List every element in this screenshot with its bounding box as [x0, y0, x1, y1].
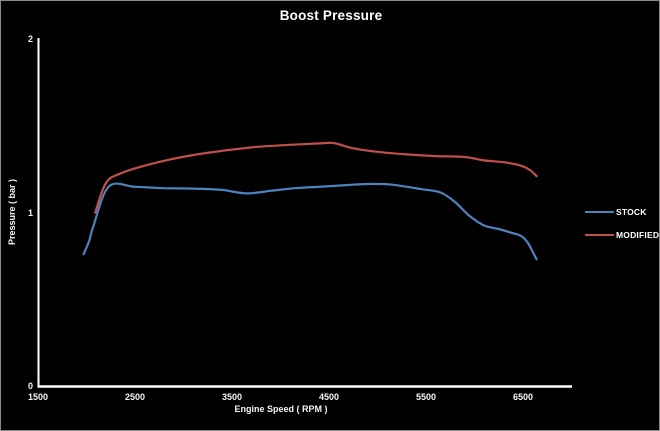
y-tick-label-1: 1 — [27, 207, 33, 218]
x-axis-title: Engine Speed ( RPM ) — [234, 404, 328, 414]
series-group — [82, 141, 538, 261]
x-tick-label-6500: 6500 — [512, 392, 534, 402]
stock-series-swatch — [585, 211, 614, 213]
x-tick-label-3500: 3500 — [221, 392, 243, 402]
x-tick-label-1500: 1500 — [27, 392, 49, 402]
legend-entry-modified: MODIFIED — [585, 228, 660, 242]
y-axis-title: Pressure ( bar ) — [7, 178, 17, 246]
y-tick-label-2: 2 — [27, 34, 33, 44]
legend-label-modified: MODIFIED — [616, 230, 660, 240]
x-tick-label-5500: 5500 — [415, 392, 437, 402]
chart-title: Boost Pressure — [279, 8, 383, 23]
modified-series-swatch — [585, 234, 614, 236]
legend-label-stock: STOCK — [616, 207, 647, 217]
y-tick-label-0: 0 — [27, 381, 33, 391]
legend: STOCK MODIFIED — [585, 205, 660, 251]
legend-entry-stock: STOCK — [585, 205, 657, 219]
series-line-modified — [94, 141, 538, 214]
x-tick-label-2500: 2500 — [124, 392, 146, 402]
series-line-stock — [82, 182, 538, 261]
x-tick-label-4500: 4500 — [318, 392, 340, 402]
